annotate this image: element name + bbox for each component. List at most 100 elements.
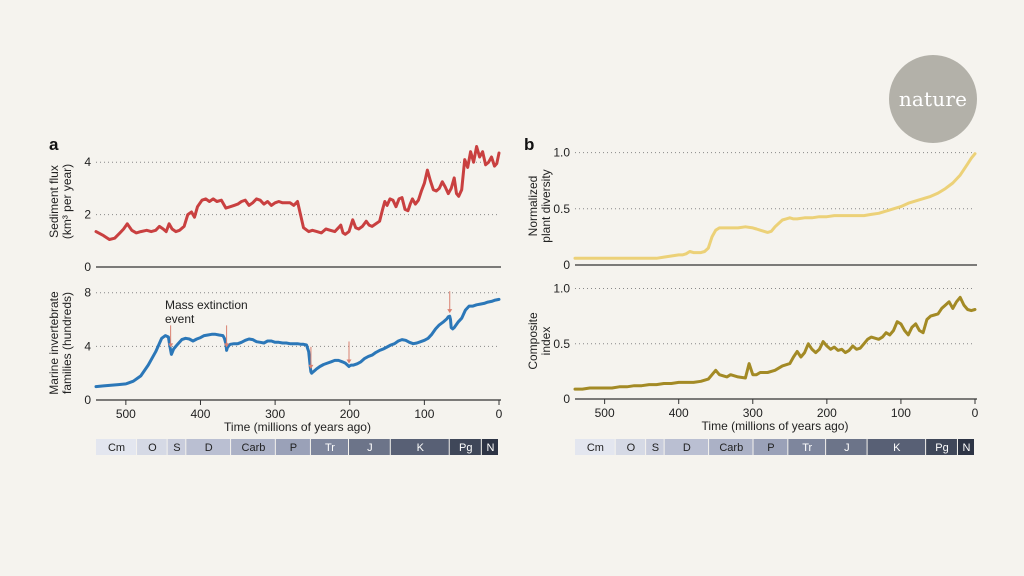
period-label: Carb xyxy=(242,442,266,454)
y-tick-label: 1.0 xyxy=(553,146,570,160)
period-block-pg xyxy=(449,439,481,455)
period-label: Pg xyxy=(459,442,472,454)
period-label: Pg xyxy=(935,442,948,454)
y-axis-label-line: index xyxy=(539,327,553,356)
arrow-head xyxy=(447,309,453,314)
y-axis-label-line: Normalized xyxy=(526,176,540,237)
arrow-head xyxy=(346,359,352,364)
y-tick-label: 2 xyxy=(84,208,91,222)
x-tick-label: 300 xyxy=(265,407,285,421)
period-block-carb xyxy=(709,439,753,455)
x-tick-label: 500 xyxy=(595,406,615,420)
y-axis-label: Sediment flux(km³ per year) xyxy=(47,164,74,239)
y-tick-label: 0 xyxy=(84,393,91,407)
series-line-plant xyxy=(573,152,977,260)
period-label: J xyxy=(367,442,373,454)
y-tick-label: 0 xyxy=(84,260,91,274)
period-label: Tr xyxy=(325,442,335,454)
series-line-composite xyxy=(573,295,977,391)
period-block-p xyxy=(753,439,788,455)
period-block-tr xyxy=(788,439,826,455)
plots: 0 2 4 Sediment flux(km³ per year) 0 4 8 500 400 3… xyxy=(47,145,979,455)
nature-logo: nature xyxy=(889,55,977,143)
y-tick-label: 1.0 xyxy=(553,282,570,296)
period-block-carb xyxy=(231,439,275,455)
period-block-k xyxy=(390,439,449,455)
time-scale-bar: Cm O S D Carb P Tr J K Pg N xyxy=(575,439,974,455)
period-block-k xyxy=(867,439,926,455)
y-axis-label: Compositeindex xyxy=(526,312,553,370)
arrow-head xyxy=(308,364,314,369)
period-label: S xyxy=(173,442,180,454)
period-label: J xyxy=(844,442,850,454)
y-tick-label: 0 xyxy=(563,392,570,406)
period-label: N xyxy=(486,442,494,454)
period-block-cm xyxy=(575,439,615,455)
period-block-d xyxy=(664,439,709,455)
x-tick-label: 200 xyxy=(817,406,837,420)
x-axis-label: Time (millions of years ago) xyxy=(224,420,371,434)
y-tick-label: 0.5 xyxy=(553,337,570,351)
extinction-arrow xyxy=(224,325,230,348)
x-tick-label: 400 xyxy=(190,407,210,421)
period-label: Cm xyxy=(587,442,604,454)
x-tick-label: 100 xyxy=(891,406,911,420)
period-block-s xyxy=(167,439,186,455)
y-axis-label-line: Marine invertebrate xyxy=(47,291,61,395)
chart-panel-a-0: 0 2 4 Sediment flux(km³ per year) xyxy=(47,145,501,274)
period-block-s xyxy=(646,439,664,455)
x-tick-label: 0 xyxy=(972,406,979,420)
period-block-cm xyxy=(96,439,137,455)
time-scale-bar: Cm O S D Carb P Tr J K Pg N xyxy=(96,439,498,455)
arrow-head xyxy=(168,343,174,348)
period-label: P xyxy=(290,442,297,454)
period-label: D xyxy=(205,442,213,454)
period-label: K xyxy=(417,442,425,454)
panel-a-letter: a xyxy=(49,135,59,154)
y-tick-label: 0.5 xyxy=(553,202,570,216)
period-label: K xyxy=(893,442,901,454)
y-tick-label: 4 xyxy=(84,155,91,169)
period-block-j xyxy=(826,439,867,455)
period-block-o xyxy=(615,439,646,455)
extinction-arrow xyxy=(168,325,174,348)
period-label: S xyxy=(652,442,659,454)
y-axis-label-line: families (hundreds) xyxy=(60,292,74,394)
x-tick-label: 200 xyxy=(340,407,360,421)
y-axis-label: Marine invertebratefamilies (hundreds) xyxy=(47,291,74,395)
x-tick-label: 100 xyxy=(414,407,434,421)
x-axis-label: Time (millions of years ago) xyxy=(702,419,849,433)
logo-text: nature xyxy=(898,87,968,111)
annotation-line: event xyxy=(165,312,195,326)
arrow-head xyxy=(224,343,230,348)
period-block-tr xyxy=(310,439,348,455)
panel-b-letter: b xyxy=(524,135,534,154)
y-tick-label: 8 xyxy=(84,286,91,300)
annotation-mass-extinction: Mass extinction event xyxy=(165,298,248,326)
period-label: N xyxy=(963,442,971,454)
x-tick-label: 400 xyxy=(669,406,689,420)
period-block-j xyxy=(348,439,390,455)
chart-panel-b-2: 0 0.5 1.0 Normalizedplant diversity xyxy=(526,146,977,272)
chart-panel-a-1: 0 4 8 500 400 300 200 100 0 Time (millions of yea… xyxy=(47,286,503,434)
period-label: Carb xyxy=(719,442,743,454)
series-line-sediment xyxy=(94,145,501,241)
chart-panel-b-3: 0 0.5 1.0 500 400 300 200 100 0 Time (millions of… xyxy=(526,282,979,433)
period-block-p xyxy=(275,439,310,455)
period-label: O xyxy=(148,442,157,454)
series-line-marine xyxy=(94,297,501,389)
y-tick-label: 0 xyxy=(563,258,570,272)
x-tick-label: 300 xyxy=(743,406,763,420)
period-block-n xyxy=(957,439,974,455)
annotation-line: Mass extinction xyxy=(165,298,248,312)
period-label: Cm xyxy=(108,442,125,454)
x-tick-label: 0 xyxy=(496,407,503,421)
y-axis-label-line: Sediment flux xyxy=(47,165,61,238)
extinction-arrow xyxy=(346,341,352,364)
period-label: O xyxy=(627,442,636,454)
period-block-n xyxy=(481,439,498,455)
y-axis-label-line: plant diversity xyxy=(539,169,553,242)
y-axis-label-line: (km³ per year) xyxy=(60,164,74,239)
extinction-arrow xyxy=(447,291,453,314)
